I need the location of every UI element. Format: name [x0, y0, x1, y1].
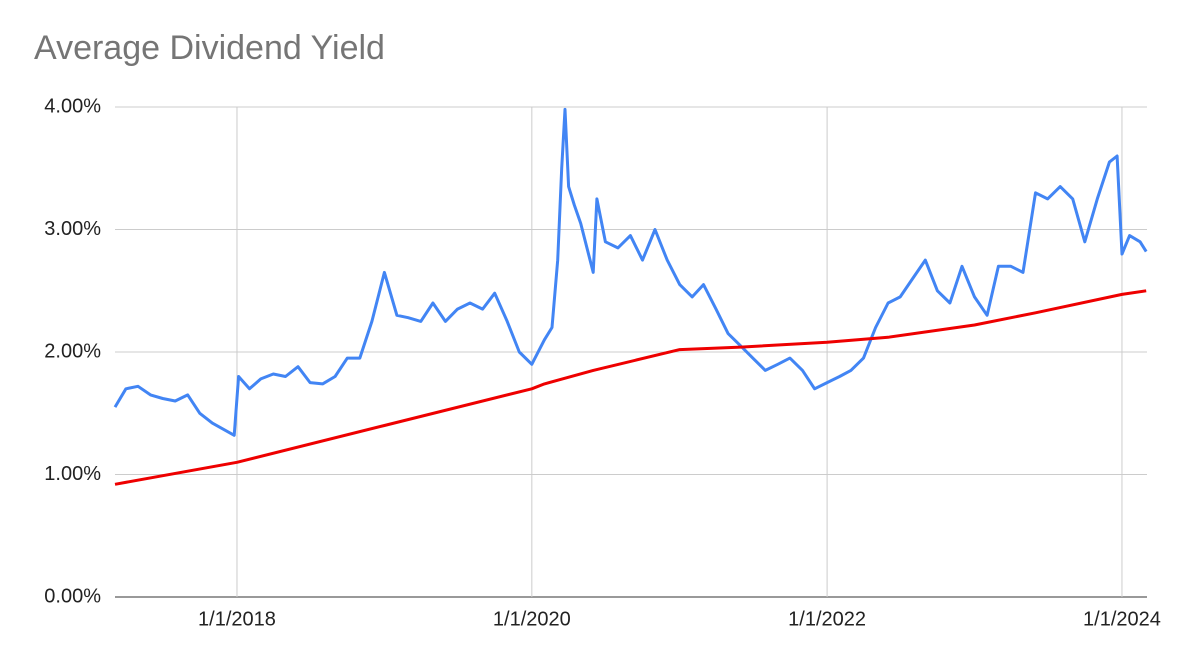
y-tick-label: 0.00%	[44, 585, 101, 607]
y-tick-label: 4.00%	[44, 95, 101, 117]
y-tick-label: 3.00%	[44, 218, 101, 240]
x-tick-label: 1/1/2022	[788, 608, 866, 630]
data-line	[113, 107, 1148, 437]
y-tick-label: 1.00%	[44, 463, 101, 485]
chart-title: Average Dividend Yield	[34, 29, 385, 67]
y-tick-label: 2.00%	[44, 340, 101, 362]
x-tick-label: 1/1/2018	[198, 608, 276, 630]
x-tick-label: 1/1/2020	[493, 608, 571, 630]
data-line	[114, 289, 1147, 486]
x-tick-label: 1/1/2024	[1083, 608, 1161, 630]
